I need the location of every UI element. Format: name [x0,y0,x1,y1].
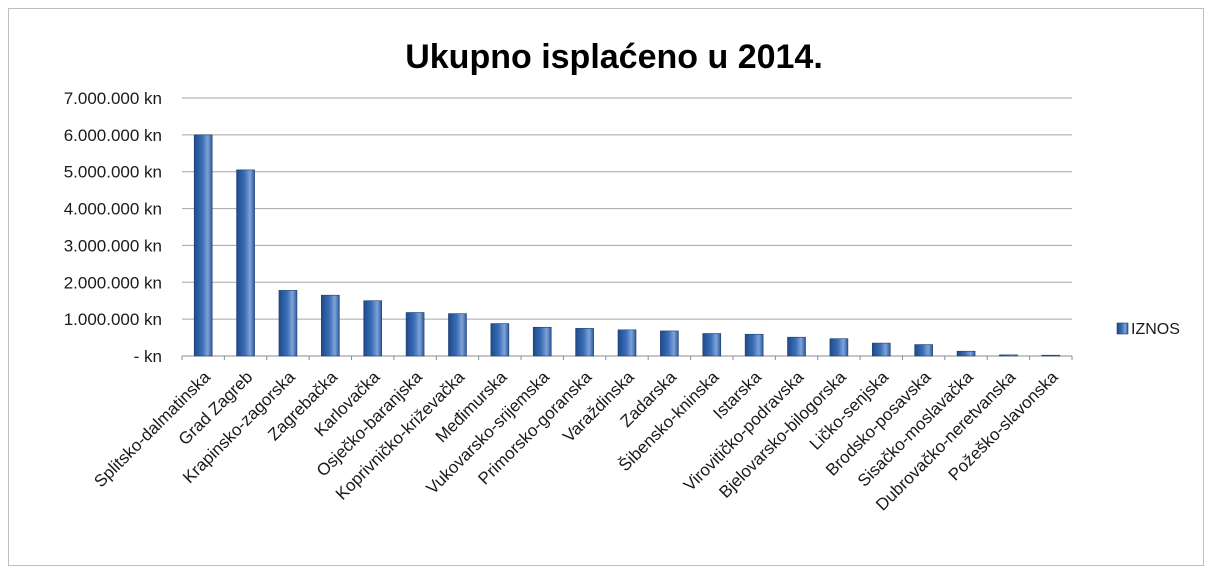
gridlines [182,97,1072,357]
bar [448,313,467,357]
bar [532,326,552,357]
y-tick-label: 6.000.000 kn [64,126,162,145]
bar [278,290,298,357]
bar [871,342,891,357]
bar [617,329,637,357]
y-tick-label: 4.000.000 kn [64,200,162,219]
bar [363,300,383,357]
bar [236,169,255,357]
legend-swatch [1116,322,1129,335]
legend: IZNOS [1116,321,1180,338]
bar [829,338,849,357]
bar [660,330,679,357]
bar [1041,354,1061,357]
bar [193,134,213,357]
bar [744,333,764,357]
bar [490,323,510,357]
y-tick-label: 7.000.000 kn [64,89,162,108]
y-axis: - kn 1.000.000 kn 2.000.000 kn 3.000.000 kn… [64,89,162,366]
bar [787,336,806,357]
y-tick-label: 1.000.000 kn [64,310,162,329]
bar [999,354,1018,357]
chart-title: Ukupno isplaćeno u 2014. [405,38,823,76]
bar [914,344,933,357]
y-tick-label: - kn [134,347,162,366]
y-tick-label: 3.000.000 kn [64,236,162,255]
bar [405,312,425,357]
y-tick-label: 5.000.000 kn [64,163,162,182]
bar [321,294,340,357]
y-tick-label: 2.000.000 kn [64,273,162,292]
legend-label: IZNOS [1131,321,1180,338]
bars [193,134,1061,357]
bar [956,350,976,357]
bar [575,328,594,357]
bar [702,333,722,357]
